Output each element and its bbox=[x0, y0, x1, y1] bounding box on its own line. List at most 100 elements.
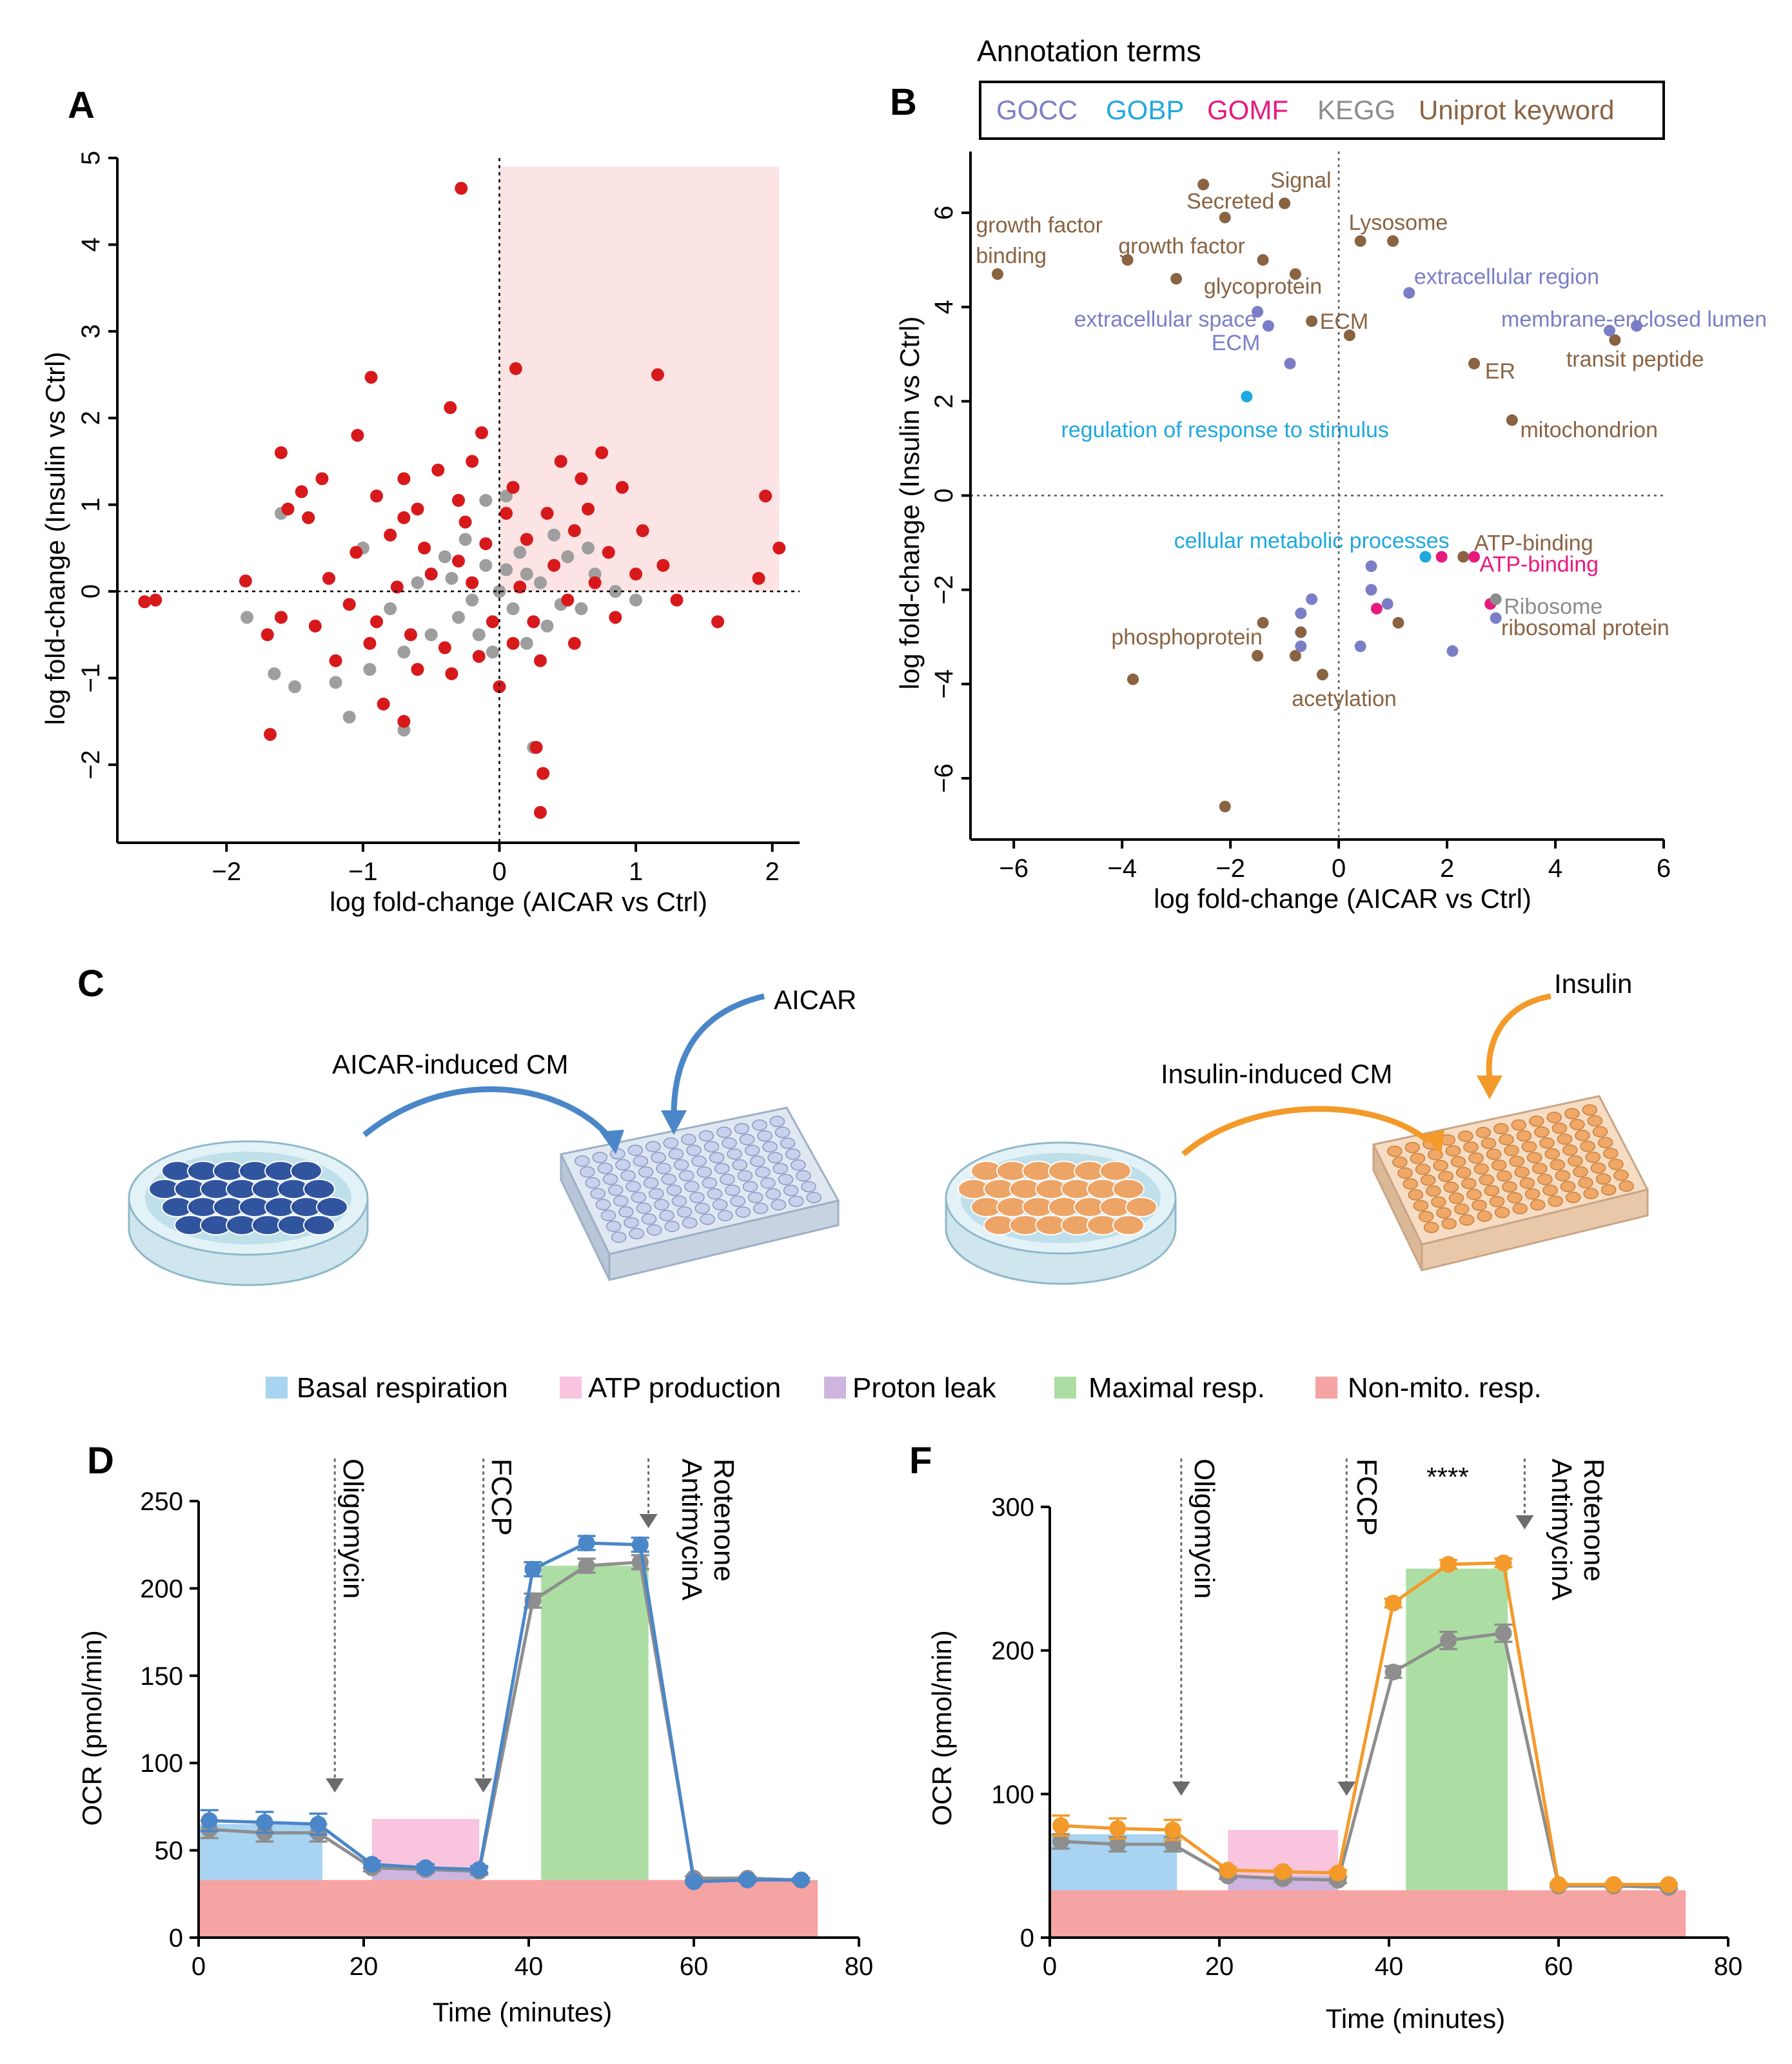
significant-protein-point bbox=[239, 575, 252, 588]
insulin-well bbox=[1403, 1178, 1418, 1190]
significant-protein-point bbox=[479, 537, 493, 551]
panel-b-y-label: log fold-change (Insulin vs Ctrl) bbox=[894, 317, 925, 690]
insulin-well bbox=[1546, 1112, 1562, 1123]
insulin-cell bbox=[1125, 1197, 1157, 1217]
y-tick-label: 0 bbox=[169, 1924, 183, 1952]
data-point bbox=[1605, 1876, 1622, 1893]
panel-a-y-label: log fold-change (Insulin vs Ctrl) bbox=[40, 352, 70, 725]
insulin-well bbox=[1484, 1184, 1500, 1197]
x-tick-label: −2 bbox=[1216, 854, 1245, 883]
insulin-well bbox=[1431, 1196, 1446, 1208]
data-point bbox=[1660, 1876, 1677, 1893]
significant-protein-point bbox=[670, 593, 684, 607]
data-point bbox=[524, 1560, 542, 1578]
significant-protein-point bbox=[263, 727, 277, 741]
insulin-well bbox=[1461, 1177, 1477, 1190]
x-tick-label: 20 bbox=[1205, 1952, 1234, 1981]
x-tick-label: 2 bbox=[765, 858, 780, 886]
ocr-legend: Basal respiration ATP production Proton … bbox=[266, 1372, 1542, 1404]
insulin-well bbox=[1551, 1123, 1568, 1134]
aicar-well bbox=[590, 1188, 606, 1200]
significant-protein-point bbox=[315, 472, 329, 486]
insulin-well bbox=[1519, 1177, 1535, 1189]
insulin-well bbox=[1608, 1158, 1624, 1170]
significant-protein-point bbox=[397, 511, 411, 524]
term-label: Ribosome bbox=[1504, 595, 1602, 619]
protein-point bbox=[575, 602, 588, 616]
aicar-well bbox=[752, 1119, 767, 1131]
aicar-cell bbox=[303, 1215, 335, 1235]
significant-protein-point bbox=[506, 636, 520, 650]
significant-protein-point bbox=[615, 480, 629, 494]
aicar-well bbox=[801, 1181, 816, 1193]
term-point-gocc bbox=[1295, 640, 1307, 653]
aicar-well bbox=[602, 1174, 618, 1185]
aicar-well bbox=[691, 1155, 707, 1167]
legend-maximal-resp: Maximal resp. bbox=[1088, 1372, 1265, 1404]
aicar-well bbox=[656, 1163, 671, 1174]
aicar-well bbox=[700, 1214, 715, 1225]
term-point-uniprot bbox=[1279, 197, 1291, 210]
aicar-well bbox=[727, 1148, 742, 1160]
term-point-gocc bbox=[1631, 320, 1643, 332]
legend-uniprot: Uniprot keyword bbox=[1419, 95, 1614, 125]
significant-protein-point bbox=[295, 485, 308, 498]
panel-d-oligomycin-label: Oligomycin bbox=[337, 1459, 369, 1599]
aicar-well bbox=[624, 1217, 639, 1229]
significant-protein-point bbox=[370, 615, 384, 629]
insulin-well bbox=[1509, 1155, 1524, 1167]
legend-non-mito-resp: Non-mito. resp. bbox=[1348, 1372, 1542, 1404]
term-point-uniprot bbox=[1257, 616, 1269, 629]
data-point bbox=[685, 1873, 702, 1891]
aicar-well bbox=[755, 1166, 771, 1178]
insulin-well bbox=[1583, 1188, 1599, 1199]
protein-point bbox=[241, 611, 254, 624]
protein-point bbox=[288, 680, 302, 694]
term-label: ribosomal protein bbox=[1501, 616, 1669, 640]
insulin-well bbox=[1423, 1221, 1439, 1233]
term-label: transit peptide bbox=[1566, 348, 1704, 372]
aicar-well bbox=[645, 1141, 661, 1153]
significant-protein-point bbox=[554, 455, 567, 468]
significant-protein-point bbox=[537, 767, 550, 780]
insulin-well bbox=[1557, 1134, 1573, 1145]
term-label: mitochondrion bbox=[1520, 418, 1658, 442]
term-label: Secreted bbox=[1186, 190, 1274, 214]
aicar-well bbox=[633, 1155, 649, 1167]
term-label: phosphoprotein bbox=[1111, 625, 1262, 650]
term-point-uniprot bbox=[1219, 211, 1231, 224]
aicar-well bbox=[737, 1170, 753, 1182]
series-line bbox=[1060, 1561, 1669, 1887]
significant-protein-point bbox=[438, 641, 451, 654]
significant-protein-point bbox=[609, 611, 622, 624]
aicar-cm-label: AICAR-induced CM bbox=[332, 1049, 568, 1079]
insulin-well bbox=[1475, 1126, 1492, 1139]
protein-point bbox=[363, 663, 377, 676]
aicar-well bbox=[575, 1155, 590, 1167]
data-point bbox=[1495, 1624, 1512, 1642]
protein-point bbox=[479, 558, 493, 572]
legend-atp-production: ATP production bbox=[588, 1372, 781, 1404]
insulin-well bbox=[1582, 1104, 1598, 1116]
insulin-well bbox=[1443, 1181, 1459, 1194]
legend-swatch-atp bbox=[560, 1377, 582, 1399]
term-point-gocc bbox=[1284, 357, 1296, 369]
insulin-well bbox=[1550, 1159, 1566, 1171]
data-point bbox=[1164, 1822, 1181, 1838]
aicar-well bbox=[739, 1134, 755, 1146]
insulin-well bbox=[1511, 1119, 1527, 1131]
significant-protein-point bbox=[752, 571, 765, 585]
insulin-well bbox=[1428, 1148, 1443, 1161]
protein-point bbox=[500, 563, 513, 576]
panel-f-injections bbox=[1172, 1459, 1534, 1796]
insulin-well bbox=[1445, 1145, 1461, 1157]
term-point-uniprot bbox=[1392, 616, 1404, 629]
insulin-well bbox=[1568, 1155, 1583, 1167]
protein-point bbox=[411, 576, 424, 589]
term-point-uniprot bbox=[1468, 357, 1481, 369]
protein-point bbox=[513, 545, 527, 559]
significant-protein-point bbox=[138, 595, 152, 609]
aicar-well bbox=[696, 1166, 712, 1178]
